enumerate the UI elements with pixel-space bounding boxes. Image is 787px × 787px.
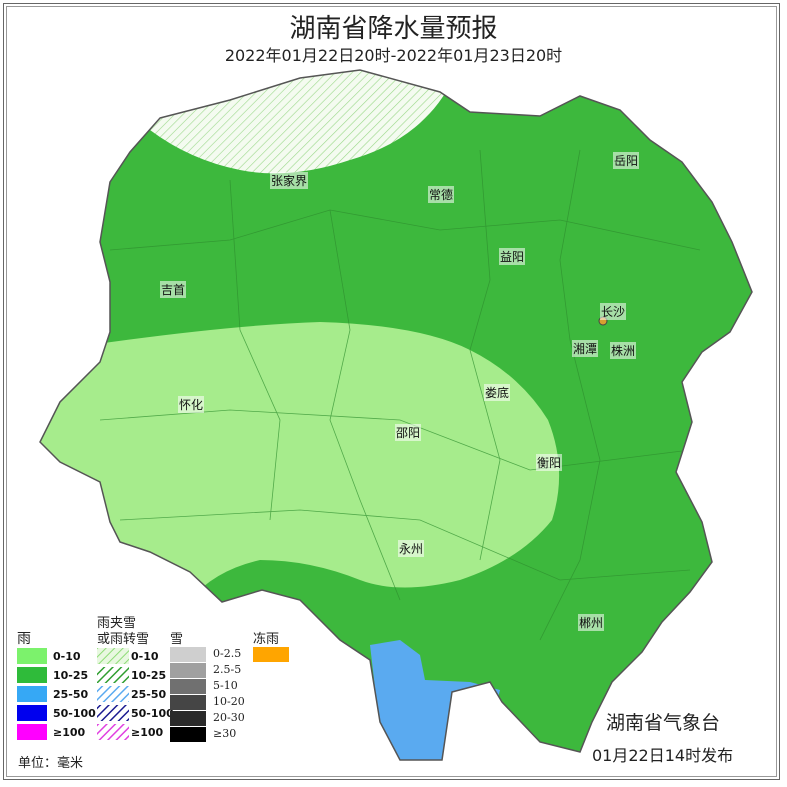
legend-swatch-snow <box>170 711 206 726</box>
legend-label: ≥30 <box>213 727 237 740</box>
legend-label: 25-50 <box>53 688 89 701</box>
legend-swatch-rain-100 <box>17 724 47 740</box>
rain-0-10-area <box>40 322 560 600</box>
legend-label: 5-10 <box>213 679 238 692</box>
city-label: 长沙 <box>600 303 627 320</box>
city-label: 邵阳 <box>395 424 422 441</box>
issue-time: 01月22日14时发布 <box>592 746 734 765</box>
issuing-organization: 湖南省气象台 <box>606 712 721 734</box>
city-label: 益阳 <box>499 248 526 265</box>
frame-border <box>3 3 780 780</box>
legend-label: 10-25 <box>53 669 89 682</box>
legend-sleet-swatches <box>97 648 129 740</box>
legend-swatch-rain-0-10 <box>17 648 47 664</box>
city-label: 娄底 <box>484 384 511 401</box>
city-label: 张家界 <box>270 172 309 189</box>
frame-border-inner <box>6 6 777 777</box>
legend-label: 0-10 <box>131 650 159 663</box>
legend-label: 10-25 <box>131 669 167 682</box>
legend-label: 50-100 <box>131 707 174 720</box>
city-label: 衡阳 <box>536 454 563 471</box>
city-label: 永州 <box>398 540 425 557</box>
legend-label: 0-10 <box>53 650 81 663</box>
city-label: 湘潭 <box>572 340 599 357</box>
legend-label: ≥100 <box>131 726 164 739</box>
legend-label: ≥100 <box>53 726 86 739</box>
map-title: 湖南省降水量预报 <box>289 14 498 44</box>
legend-freezing-rain-title: 冻雨 <box>253 632 280 647</box>
city-label: 怀化 <box>178 396 205 413</box>
legend-swatch-rain-50-100 <box>17 705 47 721</box>
legend-swatch-snow <box>170 695 206 710</box>
map-subtitle: 2022年01月22日20时-2022年01月23日20时 <box>224 46 563 65</box>
legend-swatch-rain-25-50 <box>17 686 47 702</box>
legend-swatch-snow <box>170 663 206 678</box>
legend-snow-title: 雪 <box>170 632 184 647</box>
legend-swatch-snow <box>170 679 206 694</box>
legend-swatch-snow <box>170 727 206 742</box>
legend-label: 2.5-5 <box>213 663 242 676</box>
legend-label: 50-100 <box>53 707 96 720</box>
legend-sleet-title-2: 或雨转雪 <box>97 632 150 647</box>
city-label: 常德 <box>428 186 455 203</box>
legend-rain-title: 雨 <box>17 631 31 647</box>
city-label: 郴州 <box>578 614 605 631</box>
rain-25-50-area <box>370 640 500 760</box>
legend-label: 10-20 <box>213 695 245 708</box>
legend-swatch-snow <box>170 647 206 662</box>
legend-swatch-freezing-rain <box>253 647 289 662</box>
legend-unit: 单位：毫米 <box>18 756 84 771</box>
legend-label: 0-2.5 <box>213 647 242 660</box>
city-label: 吉首 <box>160 281 187 298</box>
legend-label: 20-30 <box>213 711 245 724</box>
city-label: 株洲 <box>610 342 637 359</box>
legend-swatch-rain-10-25 <box>17 667 47 683</box>
legend-label: 25-50 <box>131 688 167 701</box>
legend-sleet-title: 雨夹雪 <box>97 616 137 631</box>
city-label: 岳阳 <box>613 152 640 169</box>
